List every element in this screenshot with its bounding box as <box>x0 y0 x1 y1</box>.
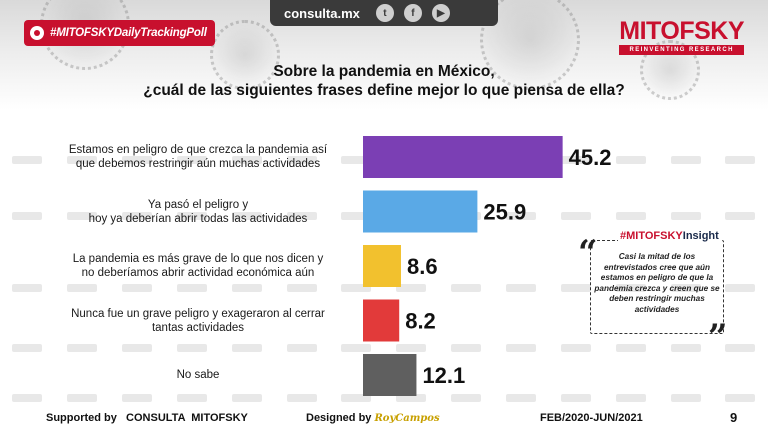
insight-text: Casi la mitad de los entrevistados cree … <box>594 252 720 314</box>
value-label-5: 12.1 <box>422 363 465 388</box>
question-title: Sobre la pandemia en México, ¿cuál de la… <box>0 62 768 100</box>
bar-4 <box>363 299 400 342</box>
site-url[interactable]: consulta.mx <box>284 5 360 21</box>
hashtag-badge[interactable]: #MITOFSKYDailyTrackingPoll <box>24 20 215 46</box>
badge-dot-icon <box>30 26 44 40</box>
watermark-row <box>0 284 768 296</box>
value-label-1: 45.2 <box>569 145 612 170</box>
category-label-1: Estamos en peligro de que crezca la pand… <box>40 143 356 171</box>
twitter-icon[interactable]: t <box>375 4 394 22</box>
footer-supported: Supported by CONSULTA MITOFSKY <box>46 412 248 424</box>
designer-signature: RoyCampos <box>374 413 440 424</box>
bar-2 <box>363 190 478 233</box>
category-label-4: Nunca fue un grave peligro y exageraron … <box>40 307 356 335</box>
category-label-line: No sabe <box>176 369 220 381</box>
question-line-1: Sobre la pandemia en México, <box>273 63 495 80</box>
category-label-line: hoy ya deberían abrir todas las activida… <box>88 212 308 225</box>
category-label-line: no deberíamos abrir actividad económica … <box>81 267 315 279</box>
bar-1 <box>363 136 563 178</box>
category-label-2: Ya pasó el peligro y hoy ya deberían abri… <box>40 198 356 226</box>
site-bar: consulta.mx t f ▶ <box>270 0 498 26</box>
facebook-icon[interactable]: f <box>403 4 422 22</box>
footer-period: FEB/2020-JUN/2021 <box>540 412 643 424</box>
category-label-line: Ya pasó el peligro y <box>147 198 249 211</box>
open-quote-icon: “ <box>578 233 598 273</box>
value-label-3: 8.6 <box>407 254 438 279</box>
logo-name: MITOFSKY <box>619 17 744 45</box>
youtube-icon[interactable]: ▶ <box>431 4 450 22</box>
close-quote-icon: ” <box>708 317 728 357</box>
category-label-line: tantas actividades <box>151 321 245 334</box>
bar-5 <box>363 354 417 396</box>
hashtag-text: #MITOFSKYDailyTrackingPoll <box>50 27 207 39</box>
category-label-5: No sabe <box>40 368 356 382</box>
virus-decoration-icon <box>210 20 280 90</box>
insight-title: #MITOFSKYInsight <box>618 230 721 242</box>
category-label-line: Nunca fue un grave peligro y exageraron … <box>71 307 325 320</box>
page-number: 9 <box>730 410 738 425</box>
mitofsky-logo: MITOFSKY REINVENTING RESEARCH <box>619 18 744 55</box>
logo-tagline: REINVENTING RESEARCH <box>619 45 744 55</box>
insight-title-suffix: Insight <box>682 230 719 242</box>
value-label-4: 8.2 <box>405 309 436 334</box>
question-line-2: ¿cuál de las siguientes frases define me… <box>143 82 625 99</box>
category-label-3: La pandemia es más grave de lo que nos d… <box>40 252 356 280</box>
bar-3 <box>363 245 401 287</box>
value-label-2: 25.9 <box>483 200 526 225</box>
insight-box: “ #MITOFSKYInsight Casi la mitad de los … <box>578 230 732 354</box>
category-label-line: que debemos restringir aún muchas activi… <box>75 158 321 170</box>
footer-designed-label: Designed by <box>306 412 372 424</box>
footer-designed: Designed by RoyCampos <box>306 412 440 424</box>
watermark-row <box>0 344 768 356</box>
category-label-line: La pandemia es más grave de lo que nos d… <box>72 253 324 265</box>
category-label-line: Estamos en peligro de que crezca la pand… <box>68 144 328 156</box>
insight-title-prefix: #MITOFSKY <box>620 230 683 242</box>
watermark-row <box>0 394 768 406</box>
